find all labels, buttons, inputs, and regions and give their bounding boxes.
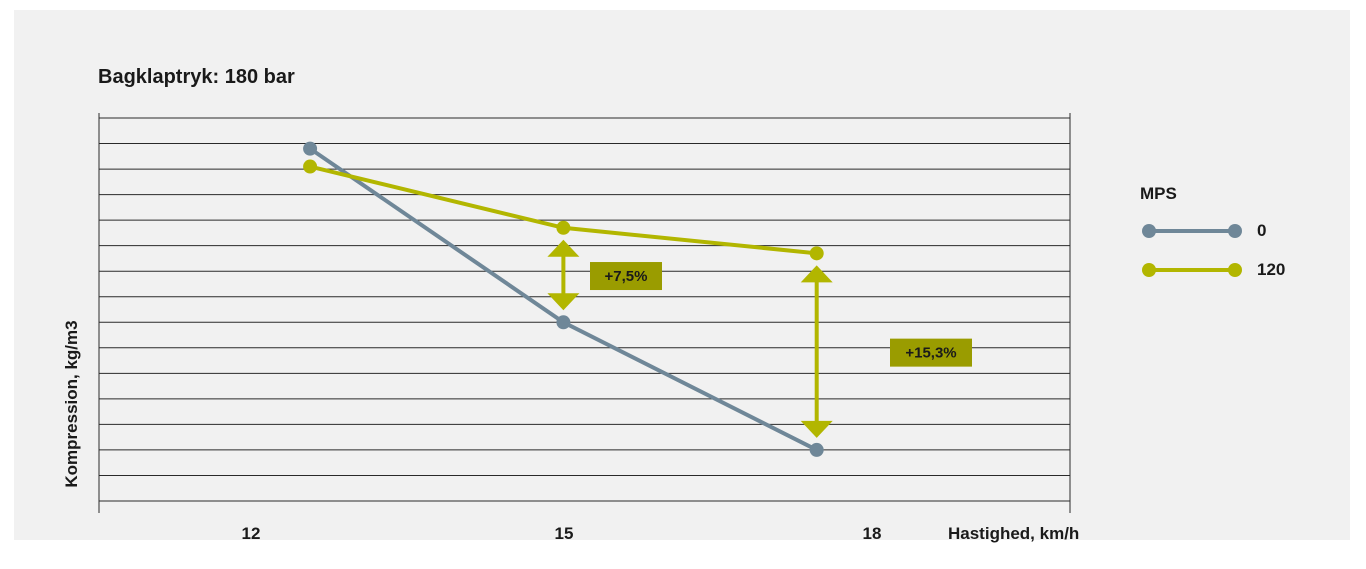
legend-swatch-dot bbox=[1142, 224, 1156, 238]
legend-title: MPS bbox=[1140, 184, 1177, 203]
annotation-box bbox=[590, 262, 662, 291]
annotation-box bbox=[890, 338, 972, 367]
difference-annotation: +7,5% bbox=[547, 239, 662, 311]
arrow-head-up bbox=[800, 265, 833, 283]
legend-swatch-dot bbox=[1228, 224, 1242, 238]
difference-annotation: +15,3% bbox=[800, 265, 972, 438]
legend-label: 0 bbox=[1257, 221, 1267, 240]
annotation-label: +7,5% bbox=[605, 268, 648, 285]
arrow-head-down bbox=[547, 293, 580, 311]
arrow-head-down bbox=[800, 420, 833, 438]
chart-panel bbox=[14, 10, 1350, 540]
x-tick-label: 12 bbox=[241, 524, 261, 543]
x-tick-label: 15 bbox=[554, 524, 574, 543]
data-point bbox=[809, 442, 824, 457]
x-axis-label: Hastighed, km/h bbox=[948, 524, 1080, 543]
legend-swatch-dot bbox=[1228, 263, 1242, 277]
legend-label: 120 bbox=[1257, 260, 1286, 279]
data-point bbox=[303, 141, 318, 156]
data-point bbox=[556, 315, 571, 330]
chart-title: Bagklaptryk: 180 bar bbox=[98, 66, 295, 88]
x-tick-label: 18 bbox=[862, 524, 882, 543]
annotation-label: +15,3% bbox=[905, 345, 956, 362]
legend-swatch-dot bbox=[1142, 263, 1156, 277]
data-point bbox=[556, 220, 571, 235]
data-point bbox=[809, 246, 824, 261]
arrow-head-up bbox=[547, 239, 580, 257]
data-point bbox=[303, 159, 318, 174]
